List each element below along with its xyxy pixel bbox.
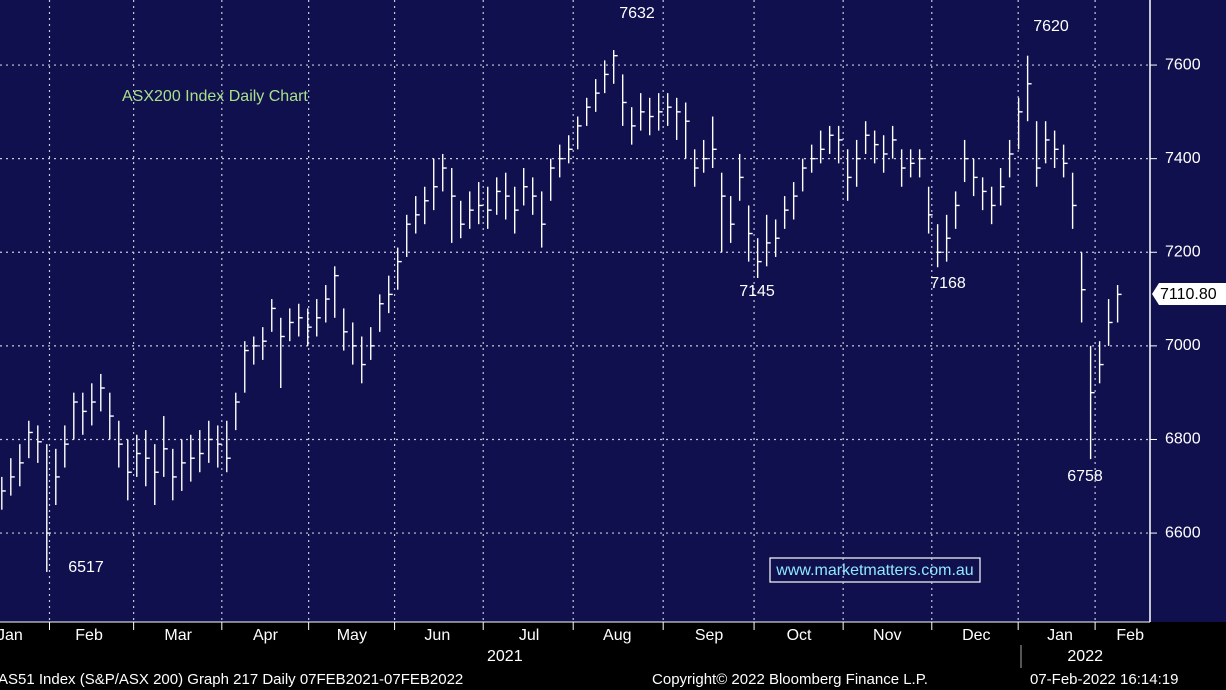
y-tick-label: 7000 [1165,337,1201,354]
x-tick-label: Sep [695,627,724,644]
footer-center: Copyright© 2022 Bloomberg Finance L.P. [652,671,928,688]
y-tick-label: 6800 [1165,431,1201,448]
annotation: 7632 [619,5,655,22]
x-tick-label: Dec [962,627,990,644]
y-tick-label: 7200 [1165,243,1201,260]
annotation: 6758 [1067,468,1103,485]
year-label: 2022 [1067,648,1103,665]
x-tick-label: Feb [1116,627,1144,644]
x-tick-label: Oct [787,627,812,644]
x-tick-label: Apr [253,627,279,644]
annotation: 6517 [68,559,104,576]
x-tick-label: Jan [1047,627,1073,644]
x-tick-label: May [337,627,367,644]
plot-background [0,0,1226,622]
chart-title: ASX200 Index Daily Chart [122,88,308,105]
x-tick-label: Feb [75,627,103,644]
x-tick-label: Mar [164,627,192,644]
x-tick-label: Jan [0,627,23,644]
watermark-box [769,557,981,583]
footer-right: 07-Feb-2022 16:14:19 [1030,671,1178,688]
last-price-label: 7110.80 [1160,286,1217,303]
x-tick-label: Aug [603,627,631,644]
annotation: 7620 [1033,18,1069,35]
year-label: 2021 [487,648,523,665]
annotation: 7168 [930,275,966,292]
x-tick-label: Nov [873,627,901,644]
x-tick-label: Jun [424,627,450,644]
watermark: www.marketmatters.com.au [775,562,973,579]
x-tick-label: Jul [519,627,539,644]
y-tick-label: 7600 [1165,56,1201,73]
y-tick-label: 6600 [1165,524,1201,541]
footer-left: AS51 Index (S&P/ASX 200) Graph 217 Daily… [0,671,463,688]
last-price-tag [1152,283,1226,306]
y-tick-label: 7400 [1165,150,1201,167]
annotation: 7145 [739,283,775,300]
